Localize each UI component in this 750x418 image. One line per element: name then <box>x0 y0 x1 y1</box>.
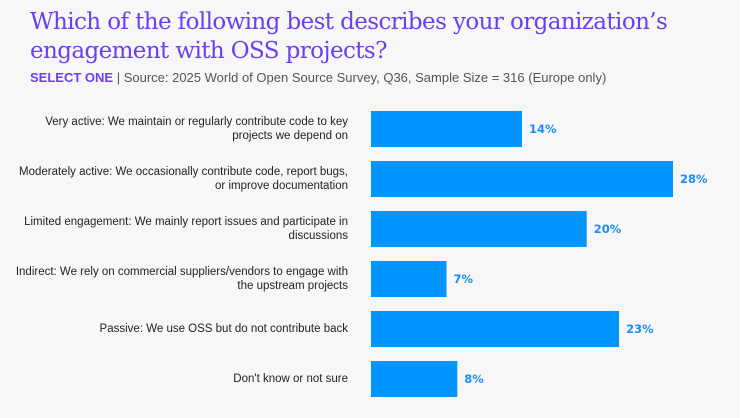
bar <box>371 361 458 397</box>
value-label: 8% <box>464 372 484 386</box>
category-label: Moderately active: We occasionally contr… <box>19 166 348 192</box>
category-label: Don't know or not sure <box>233 373 348 385</box>
value-label: 7% <box>454 272 474 286</box>
value-label: 14% <box>529 122 557 136</box>
chart-subtitle: SELECT ONE | Source: 2025 World of Open … <box>30 70 606 85</box>
chart-title: Which of the following best describes yo… <box>30 9 668 64</box>
category-label: Limited engagement: We mainly report iss… <box>24 216 348 242</box>
bar <box>371 161 673 197</box>
bar <box>371 311 620 347</box>
source-text: Source: 2025 World of Open Source Survey… <box>123 70 607 85</box>
select-one-tag: SELECT ONE <box>30 70 114 85</box>
value-label: 20% <box>594 222 622 236</box>
category-label: Passive: We use OSS but do not contribut… <box>99 323 348 335</box>
bar <box>371 111 522 147</box>
category-label: Very active: We maintain or regularly co… <box>45 116 348 142</box>
category-label: Indirect: We rely on commercial supplier… <box>15 266 348 292</box>
value-label: 23% <box>626 322 654 336</box>
value-label: 28% <box>680 172 708 186</box>
bar <box>371 211 587 247</box>
subtitle-separator: | <box>113 70 124 85</box>
bar <box>371 261 447 297</box>
